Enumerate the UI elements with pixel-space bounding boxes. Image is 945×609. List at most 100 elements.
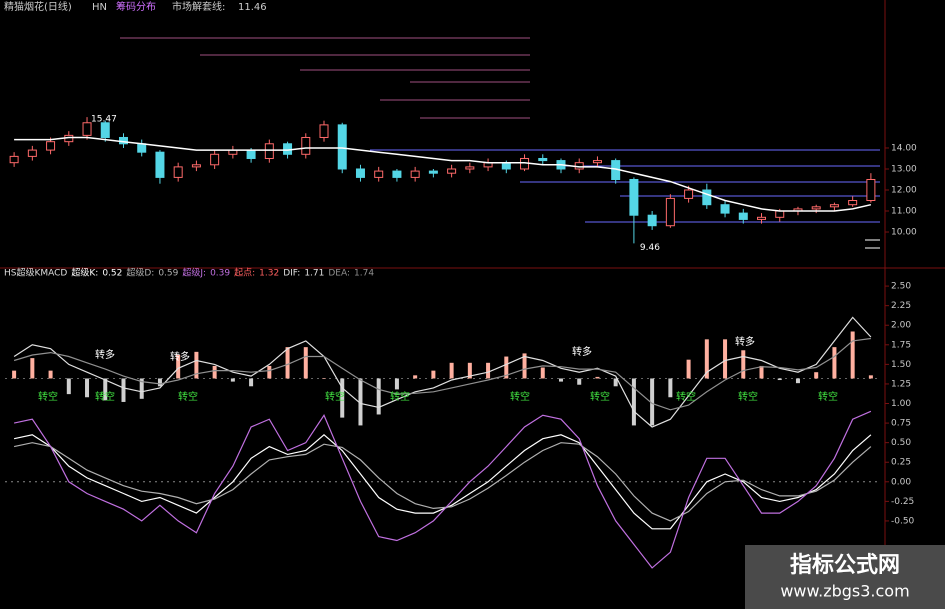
- sell-label: 转空: [738, 390, 758, 403]
- macd-bar: [431, 370, 436, 379]
- sell-label: 转空: [390, 390, 410, 403]
- watermark-title: 指标公式网: [790, 552, 900, 578]
- macd-bar: [249, 378, 254, 387]
- candle-body: [829, 204, 839, 208]
- macd-bar: [66, 378, 71, 395]
- macd-bar: [777, 378, 782, 381]
- macd-bar: [303, 347, 308, 379]
- header-title: 精猫烟花(日线): [4, 0, 72, 13]
- candle-body: [848, 200, 858, 206]
- header-code: HN: [92, 2, 107, 13]
- macd-bar: [613, 378, 618, 387]
- macd-bar: [522, 353, 527, 379]
- macd-bar: [486, 362, 491, 379]
- candle-body: [647, 214, 657, 227]
- macd-bar: [467, 362, 472, 379]
- macd-bar: [723, 339, 728, 379]
- legend-value: 1.74: [354, 269, 374, 279]
- sell-label: 转空: [95, 390, 115, 403]
- macd-bar: [540, 367, 545, 379]
- candle-body: [173, 166, 183, 178]
- y-tick-label: 12.00: [891, 186, 917, 196]
- candle-body: [82, 122, 92, 136]
- indicator-line: [13, 410, 872, 569]
- y-tick-label: 11.00: [891, 207, 917, 217]
- candle-body: [264, 143, 274, 159]
- candle-body: [702, 189, 712, 206]
- macd-bar: [650, 378, 655, 426]
- min-label: 9.46: [640, 243, 660, 253]
- y-tick-label: 2.00: [891, 321, 911, 331]
- macd-bar: [686, 359, 691, 379]
- candle-body: [428, 170, 438, 174]
- macd-bar: [449, 362, 454, 379]
- macd-bar: [340, 378, 345, 418]
- macd-bar: [741, 350, 746, 379]
- candle-body: [337, 124, 347, 170]
- y-tick-label: 2.25: [891, 301, 911, 311]
- candle-body: [447, 168, 457, 174]
- macd-bar: [850, 331, 855, 379]
- y-tick-label: 2.50: [891, 282, 911, 292]
- candle-body: [392, 170, 402, 178]
- indicator-title: HS超级KMACD: [4, 267, 67, 279]
- macd-bar: [267, 365, 272, 379]
- header-tab[interactable]: 筹码分布: [116, 0, 156, 13]
- candle-body: [191, 164, 201, 168]
- candle-body: [319, 124, 329, 138]
- candle-body: [866, 178, 876, 202]
- candle-body: [592, 160, 602, 164]
- watermark-box: [745, 545, 945, 609]
- macd-bar: [668, 378, 673, 398]
- indicator-line: [13, 337, 871, 411]
- candle-body: [811, 206, 821, 210]
- sell-label: 转空: [38, 390, 58, 403]
- legend-label: 超级J:: [182, 267, 206, 279]
- macd-bar: [558, 378, 563, 382]
- y-tick-label: 1.00: [891, 399, 911, 409]
- legend-label: 超级D:: [126, 267, 154, 279]
- candle-body: [137, 143, 147, 153]
- macd-bar: [631, 378, 636, 426]
- macd-bar: [157, 378, 162, 387]
- legend-label: DEA:: [328, 269, 350, 279]
- max-label: 15.47: [91, 115, 117, 125]
- candle-body: [538, 157, 548, 162]
- candle-body: [775, 210, 785, 218]
- macd-bar: [12, 370, 17, 379]
- candle-body: [684, 189, 694, 199]
- candle-body: [100, 122, 110, 138]
- macd-bar: [504, 356, 509, 379]
- legend-value: 0.59: [158, 269, 178, 279]
- legend-label: 超级K:: [71, 267, 98, 279]
- macd-bar: [176, 354, 181, 379]
- macd-bar: [814, 372, 819, 379]
- macd-bar: [285, 347, 290, 379]
- header-line-value: 11.46: [238, 2, 267, 13]
- y-tick-label: -0.50: [891, 516, 915, 526]
- macd-bar: [230, 378, 235, 382]
- y-tick-label: 10.00: [891, 228, 917, 238]
- macd-bar: [322, 378, 327, 379]
- macd-bar: [759, 365, 764, 379]
- legend-label: DIF:: [283, 269, 300, 279]
- sell-label: 转空: [676, 390, 696, 403]
- macd-bar: [795, 378, 800, 384]
- y-tick-label: 1.25: [891, 379, 911, 389]
- macd-bar: [704, 339, 709, 379]
- macd-bar: [121, 378, 126, 402]
- indicator-line: [13, 316, 872, 428]
- buy-label: 转多: [735, 335, 755, 348]
- y-tick-label: 1.75: [891, 340, 911, 350]
- sell-label: 转空: [178, 390, 198, 403]
- sell-label: 转空: [325, 390, 345, 403]
- macd-bar: [832, 347, 837, 379]
- y-tick-label: 14.00: [891, 143, 917, 153]
- buy-label: 转多: [170, 350, 190, 363]
- candle-body: [465, 166, 475, 170]
- y-tick-label: 13.00: [891, 164, 917, 174]
- header-line-label: 市场解套线:: [172, 0, 225, 13]
- macd-bar: [212, 365, 217, 379]
- candle-body: [720, 204, 730, 214]
